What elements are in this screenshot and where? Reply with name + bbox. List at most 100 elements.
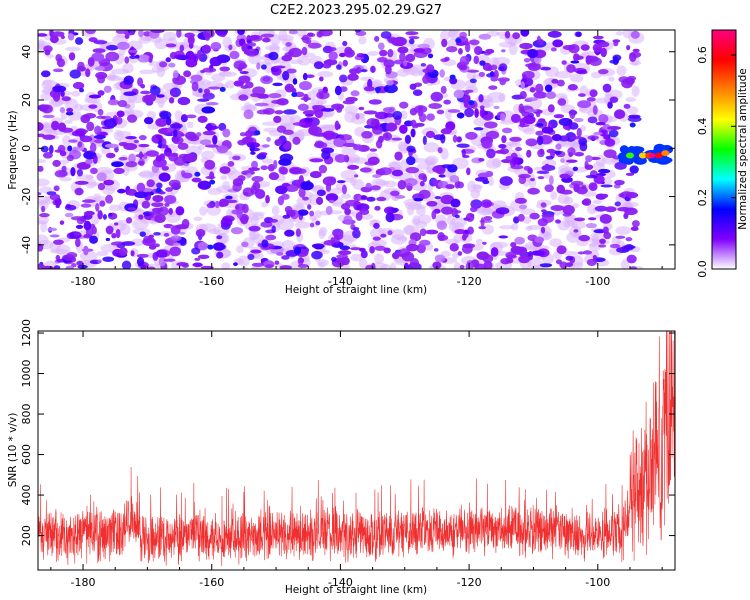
spectrogram-y-axis: -40 -20 0 20 40 xyxy=(20,45,675,254)
spectrogram-blob xyxy=(61,165,67,173)
spectrogram-blob xyxy=(58,159,69,165)
spectrogram-blob xyxy=(38,243,44,252)
spectrogram-blob xyxy=(203,88,210,95)
spectrogram-blob xyxy=(525,225,533,231)
spectrogram-blob xyxy=(92,48,106,54)
spectrogram-blob xyxy=(570,60,580,64)
spectrogram-blob xyxy=(55,54,63,62)
spectrogram-blob xyxy=(207,244,214,250)
spectrogram-blob xyxy=(123,91,137,97)
spectrogram-blob xyxy=(102,214,107,220)
spectrogram-blob xyxy=(469,78,477,84)
spectrogram-blob xyxy=(527,48,539,59)
spectrogram-blob xyxy=(627,106,639,115)
spectrogram-blob xyxy=(585,222,597,229)
spectrogram-blob xyxy=(467,226,474,235)
spectrogram-blob xyxy=(373,222,380,229)
spectrogram-blob xyxy=(617,207,631,212)
spectrogram-blob xyxy=(89,235,99,244)
spectrogram-blob xyxy=(629,266,638,269)
spectrogram-blob xyxy=(244,81,254,89)
spectrogram-blob xyxy=(475,176,489,182)
spectrogram-blob xyxy=(602,83,612,93)
spectrogram-blob xyxy=(323,59,336,65)
spectrogram-blob xyxy=(171,91,177,96)
spectrogram-blob xyxy=(205,175,216,180)
spectrogram-blob xyxy=(155,249,168,258)
spectrogram-blob xyxy=(158,206,169,216)
snr-xtick-label-1: -160 xyxy=(199,576,224,589)
spectrogram-blob xyxy=(474,46,483,56)
spectrogram-blob xyxy=(246,39,253,44)
spectrogram-blob xyxy=(315,100,324,106)
spectrogram-blob xyxy=(499,176,513,186)
spectrogram-blob xyxy=(342,59,348,67)
spectrogram-blob xyxy=(163,258,176,262)
spectrogram-blob xyxy=(76,260,84,266)
spectrogram-blob xyxy=(409,83,417,91)
spectrogram-blob xyxy=(535,112,541,118)
spectrogram-blob xyxy=(588,217,597,221)
colorbar-tick-label-2: 0.4 xyxy=(696,118,709,136)
spectrogram-blob xyxy=(210,42,222,51)
spectrogram-blob xyxy=(434,195,442,200)
spectrogram-blob xyxy=(260,165,269,171)
spectrogram-blob xyxy=(562,204,575,215)
spectrogram-blob xyxy=(545,155,554,160)
spectrogram-blob xyxy=(449,243,459,252)
spectrogram-blob xyxy=(250,214,259,227)
spectrogram-blob xyxy=(540,202,547,208)
spectrogram-blob xyxy=(320,126,327,131)
spectrogram-blob xyxy=(108,204,122,212)
spectrogram-blob xyxy=(339,74,348,83)
spectrogram-blob xyxy=(279,153,294,163)
spectrogram-blob xyxy=(338,52,346,58)
spectrogram-blob xyxy=(162,31,177,42)
spectrogram-blob xyxy=(172,69,179,79)
spectrogram-blob xyxy=(360,195,367,200)
spectrogram-blob xyxy=(82,199,96,203)
spectrogram-blob xyxy=(306,32,316,38)
spectrogram-blob xyxy=(250,93,261,98)
spectrogram-blob xyxy=(311,243,325,249)
spectrogram-blob xyxy=(586,258,597,266)
spectrogram-blob xyxy=(252,211,265,217)
spectrogram-blob xyxy=(594,97,611,104)
spectrogram-blob xyxy=(80,203,92,208)
spectrogram-blob xyxy=(525,97,538,102)
spectrogram-blob xyxy=(352,179,365,190)
spectrogram-blob xyxy=(91,52,105,62)
spectrogram-blob xyxy=(615,235,626,239)
spectrogram-blob xyxy=(105,44,119,51)
spectrogram-blob xyxy=(537,176,545,180)
spectrogram-blob xyxy=(203,30,215,39)
spectrogram-blob xyxy=(344,105,358,115)
spectrogram-blob xyxy=(483,98,491,108)
spectrogram-blob xyxy=(598,113,609,124)
spectrogram-blob xyxy=(209,179,216,185)
spectrogram-blob xyxy=(271,205,280,216)
spectrogram-blob xyxy=(248,225,261,232)
spectrogram-blob xyxy=(592,255,597,260)
spectrogram-blob xyxy=(83,220,92,231)
spectrogram-blob xyxy=(498,225,515,230)
spectrogram-blob xyxy=(419,181,425,187)
spectrogram-blob xyxy=(486,91,505,103)
spectrogram-blob xyxy=(322,130,336,140)
spectrogram-blob xyxy=(454,214,460,219)
spectrogram-blob xyxy=(434,254,446,263)
spectrogram-blob xyxy=(446,215,456,225)
spectrogram-blob xyxy=(604,138,616,147)
spectrogram-blob xyxy=(70,166,76,177)
spectrogram-blob xyxy=(328,199,335,204)
spectrogram-blob xyxy=(197,115,208,123)
spectrogram-blob xyxy=(241,170,255,176)
spectrogram-blob xyxy=(62,135,71,146)
spectrogram-blob xyxy=(356,52,365,58)
spectrogram-blob xyxy=(482,254,494,263)
spectrogram-blob xyxy=(426,113,435,121)
spectrogram-blob xyxy=(565,159,578,163)
spectrogram-blob xyxy=(473,117,487,127)
spectrogram-blob xyxy=(298,175,304,185)
spectrogram-blob xyxy=(251,176,264,182)
